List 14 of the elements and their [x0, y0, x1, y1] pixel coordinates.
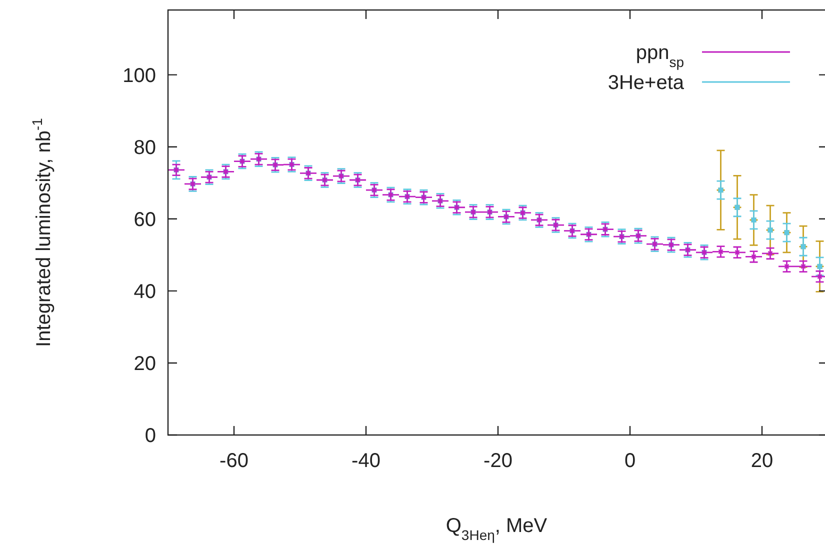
y-tick-label: 100	[122, 64, 156, 87]
y-tick-label: 80	[134, 136, 156, 159]
x-tick-label: -40	[352, 450, 380, 472]
y-tick-label: 60	[134, 208, 156, 231]
y-tick-label: 40	[134, 280, 156, 303]
x-tick-label: -60	[220, 450, 248, 472]
x-tick-label: 0	[624, 450, 636, 472]
x-tick-label: -20	[484, 450, 512, 472]
x-axis-title: Q$_{3Heη}$, MeV	[446, 515, 548, 543]
legend-label: 3He+eta	[608, 72, 685, 94]
y-tick-label: 20	[134, 352, 156, 375]
legend-label: ppn$_{sp}$	[636, 42, 684, 70]
y-tick-label: 0	[144, 425, 156, 447]
x-tick-label: 20	[750, 450, 774, 472]
